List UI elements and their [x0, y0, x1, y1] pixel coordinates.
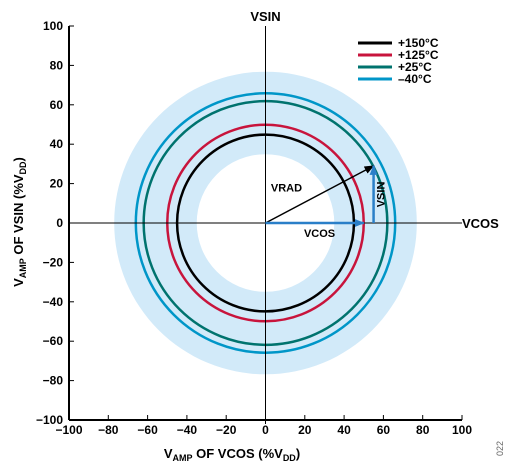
legend-label-3: –40°C	[398, 72, 432, 86]
tolerance-band	[114, 71, 417, 375]
x-tick-label: 60	[377, 423, 391, 437]
x-tick-label: −40	[177, 423, 198, 437]
y-tick-label: 20	[50, 177, 64, 191]
y-tick-label: 80	[50, 58, 64, 72]
vcos-axis-label: VCOS	[462, 216, 499, 231]
y-tick-label: −40	[43, 295, 64, 309]
figure-number: 022	[495, 441, 505, 456]
legend-label-2: +25°C	[398, 60, 432, 74]
x-tick-label: −100	[55, 423, 82, 437]
y-tick-label: −100	[36, 413, 63, 427]
x-tick-label: −80	[98, 423, 119, 437]
tick-layer: −100 −80 −60 −40 −20 0 20 40 60 80 100 −100 −80 −60 −4…	[36, 19, 472, 437]
vector-layer: VRAD VCOS VSIN	[265, 164, 388, 240]
y-tick-label: 0	[56, 216, 63, 230]
y-axis-title: VAMP OF VSIN (%VDD)	[11, 157, 28, 287]
x-tick-label: −60	[137, 423, 158, 437]
vrad-vector	[265, 165, 375, 224]
vrad-label: VRAD	[271, 183, 302, 195]
y-tick-label: −80	[43, 374, 64, 388]
y-tick-label: −20	[43, 255, 64, 269]
y-tick-label: −60	[43, 334, 64, 348]
x-tick-label: 100	[452, 423, 472, 437]
band-layer	[114, 71, 417, 375]
legend: +150°C+125°C+25°C–40°C	[358, 36, 439, 86]
x-tick-label: 80	[416, 423, 430, 437]
x-tick-label: 20	[298, 423, 312, 437]
vcos-vector-label: VCOS	[304, 228, 335, 240]
x-tick-label: 0	[262, 423, 269, 437]
x-tick-label: 40	[337, 423, 351, 437]
y-tick-label: 100	[43, 19, 63, 33]
y-tick-label: 60	[50, 98, 64, 112]
x-axis-title: VAMP OF VCOS (%VDD)	[164, 446, 300, 462]
y-tick-label: 40	[50, 137, 64, 151]
x-tick-label: −20	[216, 423, 237, 437]
vsin-vector-label: VSIN	[376, 182, 388, 208]
legend-label-1: +125°C	[398, 48, 439, 62]
vsin-axis-label: VSIN	[250, 9, 280, 24]
legend-label-0: +150°C	[398, 36, 439, 50]
